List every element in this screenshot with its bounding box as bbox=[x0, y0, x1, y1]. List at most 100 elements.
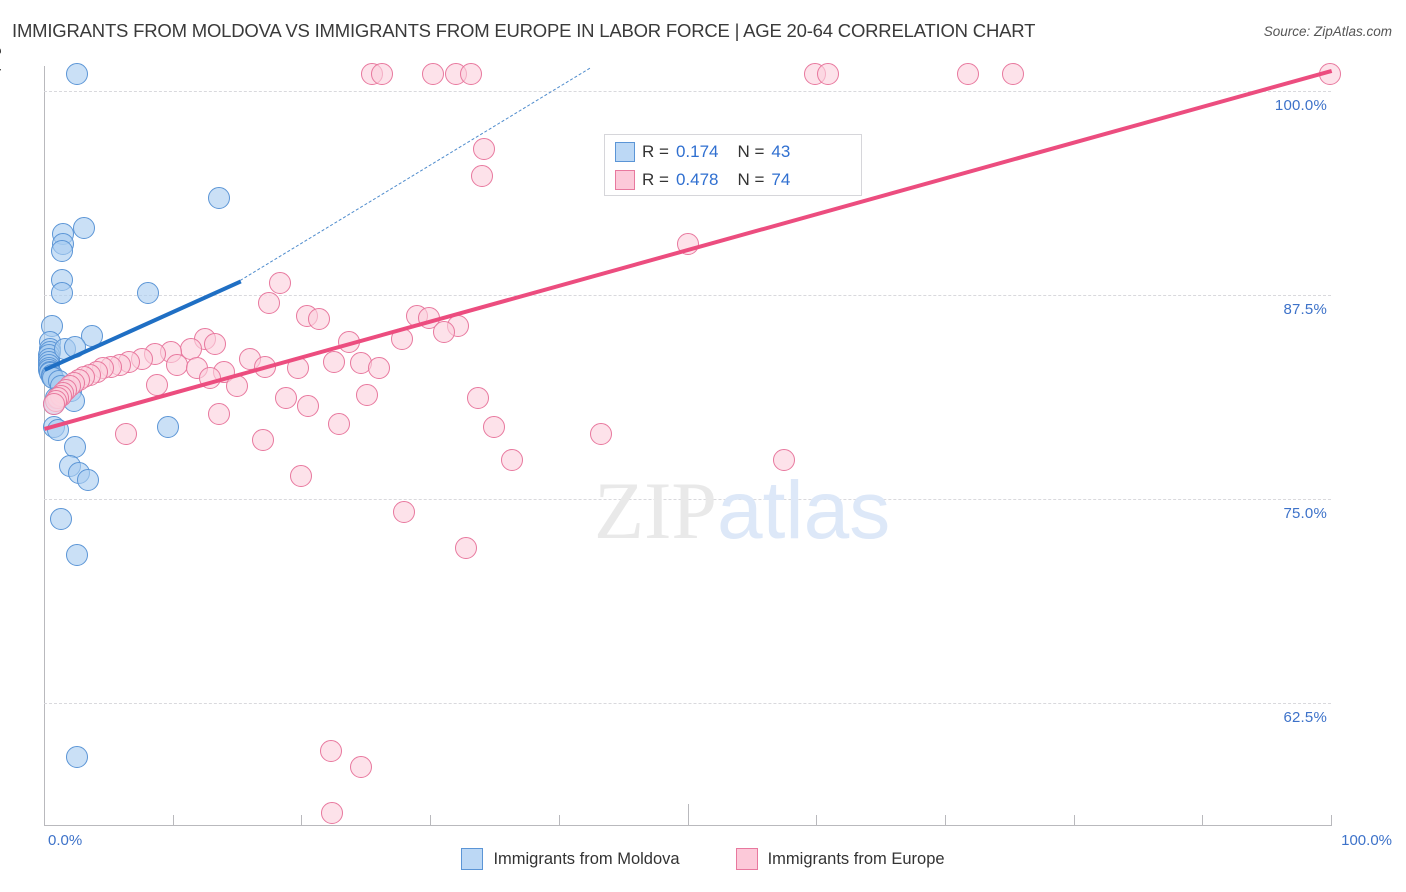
scatter-point[interactable] bbox=[417, 306, 440, 329]
scatter-point[interactable] bbox=[320, 739, 342, 762]
stats-legend-row-moldova: R = 0.174 N = 43 bbox=[615, 139, 790, 165]
trendline-moldova-extension bbox=[239, 67, 591, 281]
x-axis-label-min: 0.0% bbox=[48, 832, 83, 849]
x-tick-2 bbox=[301, 815, 303, 826]
scatter-point[interactable] bbox=[66, 63, 89, 86]
series-label-europe: Immigrants from Europe bbox=[767, 849, 945, 868]
scatter-point[interactable] bbox=[296, 394, 319, 417]
scatter-point[interactable] bbox=[43, 393, 66, 416]
y-tick-label-1: 87.5% bbox=[1283, 300, 1327, 318]
scatter-point[interactable] bbox=[51, 282, 74, 305]
y-axis-title: In Labor Force | Age 20-64 bbox=[0, 0, 2, 170]
y-tick-label-2: 75.0% bbox=[1283, 505, 1327, 523]
legend-r-label-moldova: R = bbox=[642, 142, 669, 161]
scatter-point[interactable] bbox=[137, 282, 160, 305]
scatter-point[interactable] bbox=[76, 468, 99, 491]
y-tick-label-0: 100.0% bbox=[1274, 96, 1327, 114]
x-tick-5 bbox=[687, 804, 689, 826]
legend-swatch-moldova bbox=[615, 142, 635, 162]
scatter-point[interactable] bbox=[590, 422, 613, 445]
scatter-point[interactable] bbox=[433, 321, 456, 344]
scatter-point[interactable] bbox=[208, 403, 231, 426]
watermark: ZIPatlas bbox=[594, 464, 890, 558]
scatter-point[interactable] bbox=[501, 448, 524, 471]
scatter-point[interactable] bbox=[199, 367, 222, 390]
scatter-point[interactable] bbox=[460, 63, 483, 86]
series-legend-item-moldova[interactable]: Immigrants from Moldova bbox=[461, 848, 680, 870]
scatter-point[interactable] bbox=[466, 386, 489, 409]
scatter-point[interactable] bbox=[49, 507, 72, 530]
x-tick-8 bbox=[1073, 815, 1075, 826]
y-tick-label-3: 62.5% bbox=[1283, 709, 1327, 727]
scatter-point[interactable] bbox=[226, 375, 249, 398]
scatter-point[interactable] bbox=[322, 350, 345, 373]
scatter-point[interactable] bbox=[115, 422, 138, 445]
scatter-point[interactable] bbox=[51, 239, 74, 262]
scatter-point[interactable] bbox=[816, 63, 839, 86]
legend-n-label-moldova: N = bbox=[737, 142, 765, 161]
scatter-point[interactable] bbox=[146, 373, 169, 396]
legend-n-label-europe: N = bbox=[737, 170, 765, 189]
scatter-point[interactable] bbox=[321, 801, 344, 824]
series-legend-item-europe[interactable]: Immigrants from Europe bbox=[735, 848, 945, 870]
scatter-point[interactable] bbox=[367, 357, 390, 380]
gridline-2 bbox=[44, 499, 1331, 501]
scatter-point[interactable] bbox=[371, 63, 394, 86]
scatter-point[interactable] bbox=[274, 386, 297, 409]
scatter-point[interactable] bbox=[268, 272, 291, 295]
gridline-0 bbox=[44, 90, 1331, 92]
scatter-point[interactable] bbox=[258, 291, 281, 314]
watermark-atlas: atlas bbox=[717, 465, 891, 556]
scatter-point[interactable] bbox=[80, 324, 103, 347]
stats-legend-row-europe: R = 0.478 N = 74 bbox=[615, 167, 790, 193]
scatter-point[interactable] bbox=[1318, 63, 1341, 86]
scatter-point[interactable] bbox=[338, 331, 361, 354]
gridline-3 bbox=[44, 703, 1331, 705]
legend-r-value-moldova: 0.174 bbox=[675, 142, 719, 161]
scatter-point[interactable] bbox=[63, 336, 86, 359]
scatter-point[interactable] bbox=[156, 416, 179, 439]
trendline-europe bbox=[44, 69, 1333, 432]
gridline-1 bbox=[44, 294, 1331, 296]
scatter-point[interactable] bbox=[473, 138, 496, 161]
x-tick-6 bbox=[816, 815, 818, 826]
scatter-point[interactable] bbox=[254, 355, 277, 378]
scatter-point[interactable] bbox=[390, 327, 413, 350]
scatter-point[interactable] bbox=[349, 756, 372, 779]
chart-plot-area: 100.0% 87.5% 75.0% 62.5% ZIPatlas R = 0.174… bbox=[38, 63, 1341, 826]
series-legend: Immigrants from Moldova Immigrants from … bbox=[0, 848, 1406, 870]
x-tick-10 bbox=[1331, 815, 1332, 826]
source-attribution: Source: ZipAtlas.com bbox=[1263, 24, 1392, 39]
scatter-point[interactable] bbox=[957, 63, 980, 86]
scatter-point[interactable] bbox=[455, 537, 478, 560]
scatter-point[interactable] bbox=[483, 416, 506, 439]
scatter-point[interactable] bbox=[72, 216, 95, 239]
scatter-point[interactable] bbox=[773, 448, 796, 471]
scatter-point[interactable] bbox=[393, 501, 416, 524]
scatter-point[interactable] bbox=[204, 332, 227, 355]
scatter-point[interactable] bbox=[327, 412, 350, 435]
scatter-point[interactable] bbox=[356, 383, 379, 406]
scatter-point[interactable] bbox=[47, 419, 70, 442]
legend-n-value-europe: 74 bbox=[771, 170, 791, 189]
stats-legend: R = 0.174 N = 43 R = 0.478 N = 74 bbox=[604, 134, 862, 196]
x-tick-7 bbox=[944, 815, 946, 826]
series-label-moldova: Immigrants from Moldova bbox=[493, 849, 680, 868]
scatter-point[interactable] bbox=[286, 357, 309, 380]
scatter-point[interactable] bbox=[421, 63, 444, 86]
scatter-point[interactable] bbox=[290, 465, 313, 488]
scatter-point[interactable] bbox=[470, 164, 493, 187]
scatter-point[interactable] bbox=[165, 354, 188, 377]
scatter-point[interactable] bbox=[1002, 63, 1025, 86]
scatter-point[interactable] bbox=[308, 308, 331, 331]
scatter-point[interactable] bbox=[251, 429, 274, 452]
scatter-point[interactable] bbox=[208, 187, 231, 210]
scatter-point[interactable] bbox=[66, 746, 89, 769]
x-axis-label-max: 100.0% bbox=[1341, 832, 1392, 849]
scatter-point[interactable] bbox=[66, 543, 89, 566]
x-tick-9 bbox=[1202, 815, 1204, 826]
legend-r-label-europe: R = bbox=[642, 170, 669, 189]
legend-r-value-europe: 0.478 bbox=[675, 170, 719, 189]
watermark-zip: ZIP bbox=[594, 465, 717, 556]
scatter-point[interactable] bbox=[676, 233, 699, 256]
